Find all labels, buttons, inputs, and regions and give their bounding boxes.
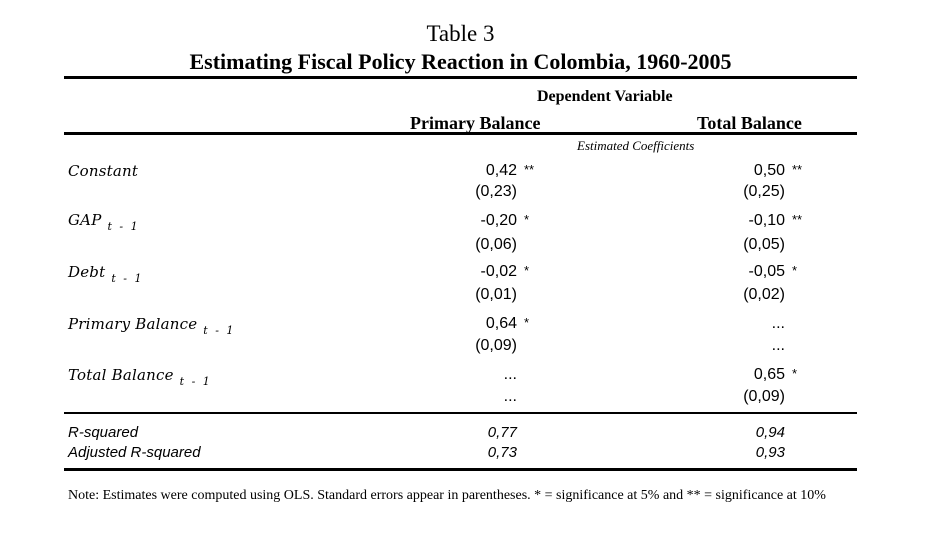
total-coef: 0,50 (753, 162, 785, 179)
primary-se: (0,23) (475, 183, 517, 200)
primary-stars: * (524, 315, 530, 330)
total-coef: 0,65 (753, 366, 785, 383)
row-label: Debt t - 1 (68, 263, 144, 285)
primary-coef: ... (503, 366, 517, 383)
primary-se: (0,06) (475, 236, 517, 253)
total-se: ... (771, 337, 785, 354)
row-label: Total Balance t - 1 (68, 366, 212, 388)
total-stars: ** (792, 162, 803, 177)
stats-rule (64, 412, 857, 414)
row-label: Constant (68, 162, 139, 180)
primary-coef: 0,42 (485, 162, 517, 179)
table-title: Estimating Fiscal Policy Reaction in Col… (189, 49, 732, 74)
column-header-primary-balance: Primary Balance (410, 113, 541, 133)
total-stars: * (792, 263, 798, 278)
stat-primary: 0,77 (487, 424, 517, 441)
stat-total: 0,94 (755, 424, 785, 441)
primary-coef: -0,02 (480, 263, 517, 280)
estimated-coefficients-subheader: Estimated Coefficients (577, 138, 695, 153)
table-number: Table 3 (426, 21, 495, 46)
bottom-rule (64, 468, 857, 471)
stat-label: Adjusted R-squared (68, 444, 201, 461)
primary-se: (0,09) (475, 337, 517, 354)
primary-coef: 0,64 (485, 315, 517, 332)
primary-stars: * (524, 212, 530, 227)
primary-se: ... (503, 388, 517, 405)
top-rule (64, 76, 857, 79)
primary-coef: -0,20 (480, 212, 517, 229)
total-coef: ... (771, 315, 785, 332)
primary-se: (0,01) (475, 286, 517, 303)
row-label: GAP t - 1 (68, 211, 140, 233)
total-se: (0,02) (743, 286, 785, 303)
stat-label: R-squared (68, 424, 139, 441)
header-rule (64, 132, 857, 135)
column-header-total-balance: Total Balance (697, 113, 802, 133)
dependent-variable-header: Dependent Variable (537, 88, 673, 105)
total-se: (0,25) (743, 183, 785, 200)
primary-stars: * (524, 263, 530, 278)
stat-primary: 0,73 (487, 444, 517, 461)
table-note: Note: Estimates were computed using OLS.… (68, 488, 826, 503)
total-coef: -0,05 (748, 263, 785, 280)
total-stars: ** (792, 212, 803, 227)
total-se: (0,09) (743, 388, 785, 405)
row-label: Primary Balance t - 1 (68, 315, 236, 337)
total-coef: -0,10 (748, 212, 785, 229)
stat-total: 0,93 (755, 444, 785, 461)
total-stars: * (792, 366, 798, 381)
total-se: (0,05) (743, 236, 785, 253)
primary-stars: ** (524, 162, 535, 177)
